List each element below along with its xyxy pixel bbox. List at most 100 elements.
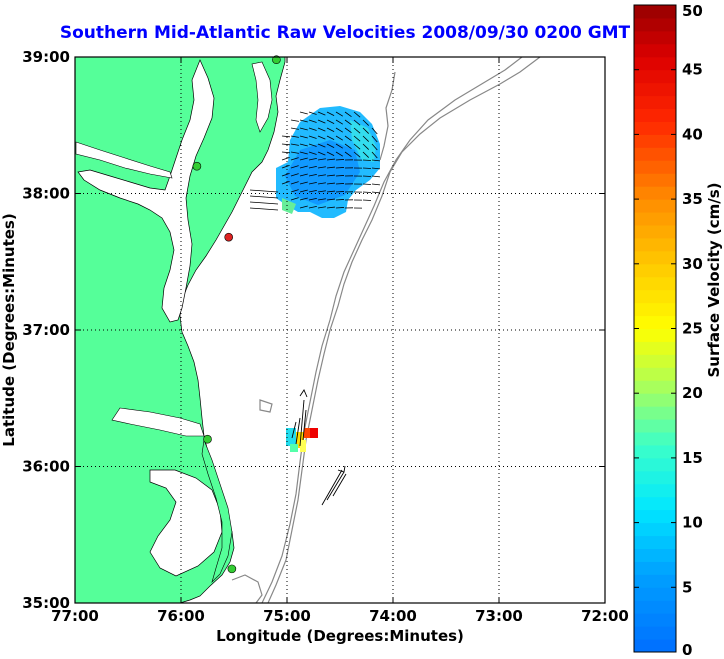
map-plot-area bbox=[74, 55, 606, 604]
velocity-patch-north bbox=[276, 106, 380, 218]
velocity-vector bbox=[332, 473, 347, 497]
colorbar-band bbox=[634, 419, 676, 433]
velocity-vector bbox=[326, 182, 335, 185]
y-tick-label: 38:00 bbox=[22, 185, 70, 203]
colorbar-band bbox=[634, 237, 676, 252]
colorbar-tick-label: 15 bbox=[682, 449, 703, 467]
velocity-vector bbox=[335, 191, 345, 193]
velocity-vector bbox=[299, 197, 308, 201]
velocity-vector bbox=[249, 207, 279, 211]
velocity-vector bbox=[308, 135, 317, 139]
colorbar-tick-label: 35 bbox=[682, 190, 703, 208]
velocity-vector bbox=[317, 127, 326, 132]
colorbar-band bbox=[634, 626, 676, 640]
velocity-vector bbox=[371, 127, 378, 135]
radar-stations bbox=[192, 55, 281, 574]
colorbar-band bbox=[634, 380, 676, 394]
velocity-vector bbox=[335, 127, 344, 133]
colorbar-tick-label: 25 bbox=[682, 320, 703, 338]
bathymetry-contour bbox=[379, 71, 396, 161]
velocity-vector bbox=[308, 151, 317, 155]
pamlico-sound bbox=[149, 469, 223, 577]
y-axis-ticks: 39:00 38:00 37:00 36:00 35:00 bbox=[22, 48, 605, 612]
velocity-vector bbox=[362, 119, 369, 126]
velocity-vector bbox=[317, 182, 326, 185]
colorbar-band bbox=[634, 212, 676, 226]
colorbar-band bbox=[634, 173, 676, 187]
colorbar-band bbox=[634, 535, 676, 549]
velocity-vector bbox=[317, 158, 326, 161]
velocity-vector bbox=[335, 111, 344, 117]
colorbar-tick-label: 45 bbox=[682, 61, 703, 79]
velocity-vector bbox=[371, 183, 380, 186]
colorbar-tick-label: 0 bbox=[682, 641, 692, 659]
velocity-vector bbox=[335, 151, 344, 157]
chesapeake-bay bbox=[77, 59, 215, 323]
velocity-vector bbox=[371, 135, 378, 143]
colorbar-band bbox=[634, 30, 676, 45]
colorbar: 0 5 10 15 20 25 30 35 40 45 50 Surface Velocity (c… bbox=[633, 2, 723, 659]
x-tick-label: 77:00 bbox=[51, 607, 99, 625]
velocity-vector bbox=[317, 174, 326, 177]
velocity-vector bbox=[335, 207, 345, 209]
velocity-vector bbox=[317, 198, 326, 201]
colorbar-tick-label: 5 bbox=[682, 578, 692, 596]
vector-arrowhead bbox=[337, 465, 346, 473]
velocity-vector bbox=[299, 399, 305, 447]
velocity-vector bbox=[335, 167, 345, 169]
colorbar-tick-label: 30 bbox=[682, 255, 703, 273]
velocity-vector bbox=[344, 127, 352, 134]
velocity-vector bbox=[281, 164, 290, 169]
colorbar-band bbox=[634, 82, 676, 97]
chart-title: Southern Mid-Atlantic Raw Velocities 200… bbox=[60, 23, 631, 43]
colorbar-tick-label: 20 bbox=[682, 384, 703, 402]
velocity-vector bbox=[299, 143, 308, 147]
velocity-vector bbox=[362, 135, 369, 142]
grid-lines bbox=[75, 57, 605, 603]
velocity-vector bbox=[290, 165, 299, 169]
velocity-vector bbox=[362, 175, 372, 177]
velocity-vector bbox=[335, 199, 345, 201]
velocity-vector bbox=[290, 151, 299, 154]
velocity-vector bbox=[281, 180, 290, 185]
velocity-vector bbox=[317, 135, 326, 140]
velocity-vector bbox=[308, 197, 317, 201]
radar-station-marker bbox=[227, 564, 237, 574]
velocity-cell bbox=[310, 428, 318, 438]
velocity-vector bbox=[353, 143, 361, 150]
outer-banks bbox=[201, 438, 233, 584]
velocity-vector bbox=[344, 135, 352, 142]
velocity-vector bbox=[344, 143, 352, 150]
vector-arrowhead bbox=[299, 389, 308, 398]
velocity-vector bbox=[362, 191, 372, 193]
velocity-vector bbox=[302, 409, 307, 441]
velocity-cell bbox=[300, 440, 306, 452]
colorbar-band bbox=[634, 147, 676, 161]
colorbar-band bbox=[634, 121, 676, 135]
velocity-vector bbox=[353, 151, 361, 158]
velocity-vector bbox=[308, 189, 317, 193]
velocity-cell bbox=[290, 444, 298, 452]
bathymetry-contour bbox=[261, 56, 523, 604]
velocity-vector bbox=[321, 469, 343, 506]
velocity-vector bbox=[335, 175, 345, 177]
velocity-vector bbox=[308, 205, 317, 209]
colorbar-tick-label: 40 bbox=[682, 125, 703, 143]
colorbar-band bbox=[634, 600, 676, 614]
bathymetry-contour bbox=[259, 399, 273, 413]
velocity-vector bbox=[371, 167, 380, 170]
velocity-vector bbox=[308, 181, 317, 185]
velocity-vector bbox=[326, 174, 335, 177]
velocity-vector bbox=[308, 119, 317, 123]
colorbar-band bbox=[634, 341, 676, 355]
velocity-vector bbox=[249, 189, 279, 193]
velocity-vector bbox=[308, 111, 317, 115]
velocity-vectors-north bbox=[249, 111, 380, 211]
velocity-vector bbox=[308, 157, 317, 161]
colorbar-band bbox=[634, 457, 676, 472]
colorbar-band bbox=[634, 406, 676, 420]
colorbar-band bbox=[634, 43, 676, 58]
colorbar-band bbox=[634, 134, 676, 148]
colorbar-band bbox=[634, 69, 676, 84]
colorbar-band bbox=[634, 95, 676, 110]
